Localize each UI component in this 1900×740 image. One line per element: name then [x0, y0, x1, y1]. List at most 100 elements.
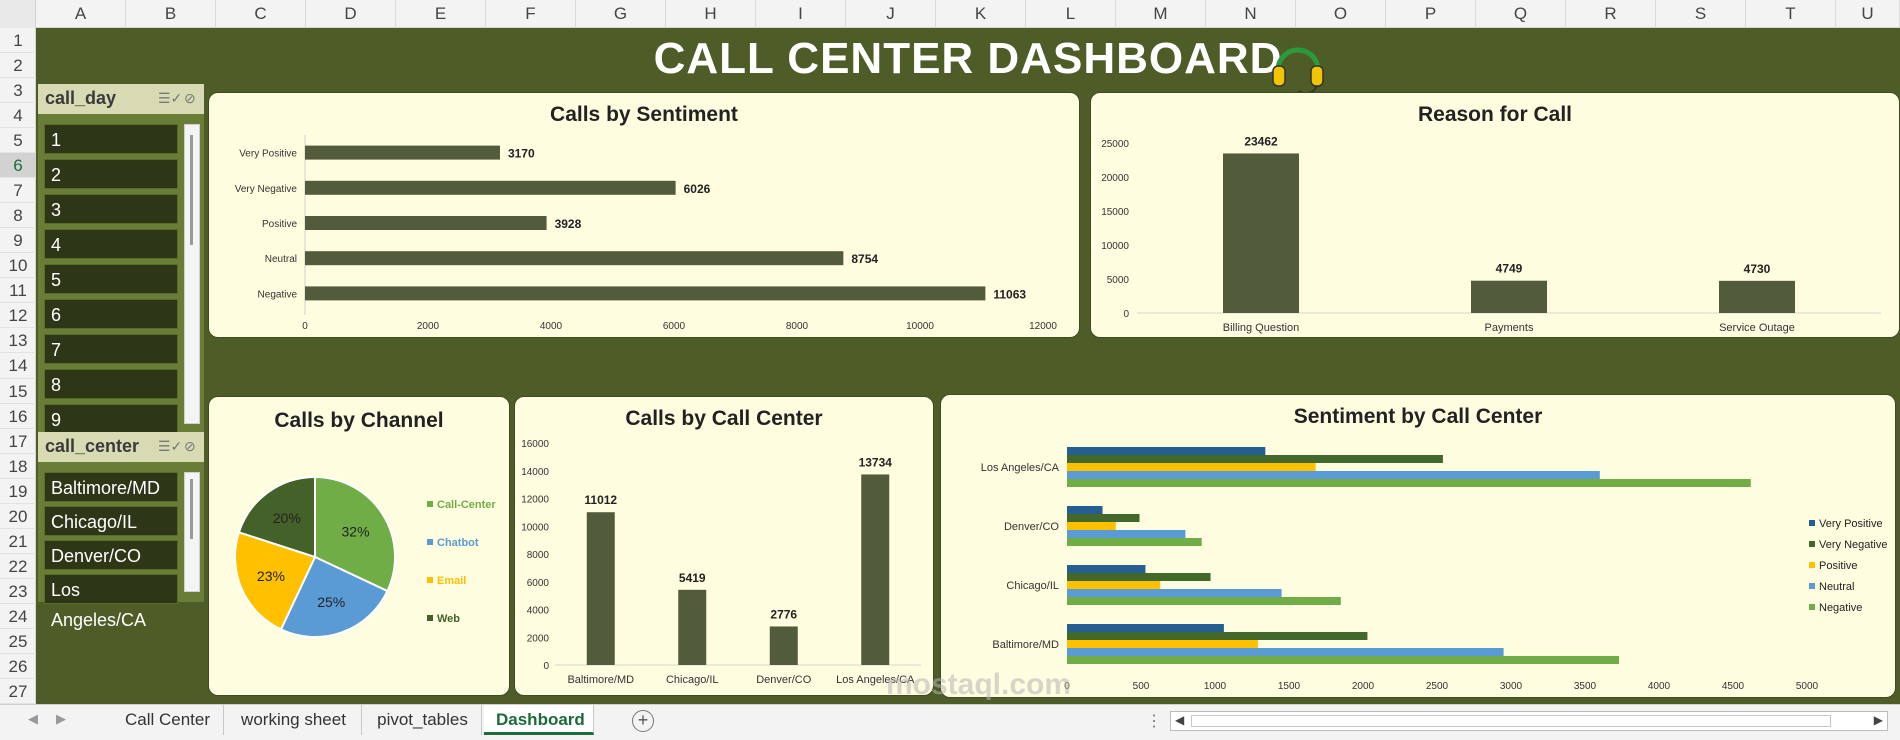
- slicer-item-center[interactable]: Denver/CO: [44, 540, 178, 570]
- slicer-item-center[interactable]: Chicago/IL: [44, 506, 178, 536]
- column-label[interactable]: B: [126, 0, 216, 28]
- add-sheet-button[interactable]: +: [632, 710, 654, 732]
- row-label[interactable]: 7: [0, 178, 36, 204]
- slicer-item-center[interactable]: Baltimore/MD: [44, 472, 178, 502]
- y-tick-label: Chicago/IL: [1006, 580, 1059, 592]
- slicer-item-day[interactable]: 4: [44, 229, 178, 259]
- sheet-tab[interactable]: Dashboard: [484, 705, 594, 735]
- slicer-scrollbar[interactable]: [184, 124, 200, 424]
- column-label[interactable]: R: [1566, 0, 1656, 28]
- slicer-item-day[interactable]: 7: [44, 334, 178, 364]
- sheet-tab[interactable]: working sheet: [226, 705, 362, 735]
- tab-next-icon[interactable]: ▶: [56, 711, 66, 726]
- column-label[interactable]: N: [1206, 0, 1296, 28]
- row-label[interactable]: 12: [0, 303, 36, 329]
- column-label[interactable]: H: [666, 0, 756, 28]
- row-label[interactable]: 27: [0, 679, 36, 704]
- row-label[interactable]: 15: [0, 379, 36, 404]
- slicer-scroll-thumb[interactable]: [190, 135, 193, 245]
- slicer-item-day[interactable]: 6: [44, 299, 178, 329]
- column-label[interactable]: L: [1026, 0, 1116, 28]
- row-label[interactable]: 10: [0, 253, 36, 279]
- dashboard-banner: CALL CENTER DASHBOARD: [36, 28, 1900, 96]
- slicer-scrollbar[interactable]: [184, 472, 200, 592]
- row-label[interactable]: 3: [0, 78, 36, 104]
- row-label[interactable]: 24: [0, 604, 36, 629]
- x-tick-label: Baltimore/MD: [567, 674, 634, 686]
- tab-prev-icon[interactable]: ◀: [28, 711, 38, 726]
- column-label[interactable]: O: [1296, 0, 1386, 28]
- column-label[interactable]: D: [306, 0, 396, 28]
- row-label[interactable]: 8: [0, 203, 36, 229]
- row-label[interactable]: 14: [0, 353, 36, 379]
- legend-label: Neutral: [1819, 581, 1854, 593]
- row-label[interactable]: 20: [0, 504, 36, 529]
- row-label[interactable]: 4: [0, 103, 36, 129]
- horizontal-scroll-thumb[interactable]: [1191, 715, 1831, 727]
- row-label[interactable]: 17: [0, 429, 36, 454]
- row-label[interactable]: 1: [0, 28, 36, 54]
- horizontal-scrollbar[interactable]: ◀ ▶: [1170, 711, 1888, 731]
- column-label[interactable]: C: [216, 0, 306, 28]
- row-label[interactable]: 26: [0, 654, 36, 679]
- bar: [1067, 573, 1211, 581]
- column-label[interactable]: S: [1656, 0, 1746, 28]
- bar: [1067, 455, 1443, 463]
- multi-select-icon[interactable]: ☰✓: [158, 438, 183, 454]
- column-label[interactable]: A: [36, 0, 126, 28]
- sheet-tab[interactable]: Call Center: [112, 705, 224, 735]
- row-label[interactable]: 5: [0, 128, 36, 154]
- column-label[interactable]: K: [936, 0, 1026, 28]
- legend-swatch: [1809, 583, 1815, 589]
- row-label[interactable]: 6: [0, 153, 36, 179]
- bar: [1067, 514, 1140, 522]
- column-label[interactable]: M: [1116, 0, 1206, 28]
- x-tick-label: 4500: [1722, 681, 1745, 692]
- data-label: 6026: [684, 182, 711, 196]
- row-label[interactable]: 23: [0, 579, 36, 604]
- slicer-item-day[interactable]: 9: [44, 404, 178, 434]
- slicer-item-day[interactable]: 3: [44, 194, 178, 224]
- row-label[interactable]: 19: [0, 479, 36, 504]
- slicer-item-center[interactable]: Los Angeles/CA: [44, 574, 178, 630]
- panel-sentiment-by-call-center[interactable]: Sentiment by Call Center Los Angeles/CA D…: [940, 394, 1896, 698]
- row-label[interactable]: 22: [0, 554, 36, 579]
- row-label[interactable]: 2: [0, 53, 36, 79]
- column-label[interactable]: U: [1836, 0, 1900, 28]
- column-label[interactable]: J: [846, 0, 936, 28]
- slicer-scroll-thumb[interactable]: [190, 479, 193, 539]
- slicer-item-day[interactable]: 5: [44, 264, 178, 294]
- column-label[interactable]: P: [1386, 0, 1476, 28]
- panel-calls-by-call-center[interactable]: Calls by Call Center 0 2000 4000 6000 8000 10…: [514, 396, 934, 696]
- column-label[interactable]: I: [756, 0, 846, 28]
- sheet-tab[interactable]: pivot_tables: [364, 705, 482, 735]
- row-label[interactable]: 9: [0, 228, 36, 254]
- scroll-left-icon[interactable]: ◀: [1175, 713, 1185, 727]
- row-label[interactable]: 16: [0, 404, 36, 429]
- row-label[interactable]: 18: [0, 454, 36, 479]
- column-label[interactable]: Q: [1476, 0, 1566, 28]
- column-label[interactable]: T: [1746, 0, 1836, 28]
- row-label[interactable]: 13: [0, 328, 36, 354]
- slicer-item-day[interactable]: 2: [44, 159, 178, 189]
- bar: [1223, 153, 1299, 313]
- scroll-right-icon[interactable]: ▶: [1873, 713, 1883, 727]
- panel-reason-for-call[interactable]: Reason for Call 0 5000 10000 15000 20000 2500…: [1090, 92, 1900, 338]
- clear-filter-icon[interactable]: ⊘: [184, 90, 196, 106]
- column-label[interactable]: G: [576, 0, 666, 28]
- row-label[interactable]: 25: [0, 629, 36, 654]
- panel-calls-by-sentiment[interactable]: Calls by Sentiment Very Positive 3170 Very…: [208, 92, 1080, 338]
- tab-split-handle-icon[interactable]: ⋮: [1146, 713, 1162, 730]
- legend-label: Negative: [1819, 602, 1862, 614]
- slicer-item-day[interactable]: 8: [44, 369, 178, 399]
- row-label[interactable]: 11: [0, 278, 36, 304]
- column-label[interactable]: E: [396, 0, 486, 28]
- column-label[interactable]: F: [486, 0, 576, 28]
- slicer-item-day[interactable]: 1: [44, 124, 178, 154]
- clear-filter-icon[interactable]: ⊘: [184, 438, 196, 454]
- select-all-corner[interactable]: [0, 0, 36, 28]
- panel-calls-by-channel[interactable]: Calls by Channel 32% 25% 23% 20% Call-Center…: [208, 396, 510, 696]
- row-label[interactable]: 21: [0, 529, 36, 554]
- y-tick-label: 4000: [527, 606, 550, 617]
- multi-select-icon[interactable]: ☰✓: [158, 90, 183, 106]
